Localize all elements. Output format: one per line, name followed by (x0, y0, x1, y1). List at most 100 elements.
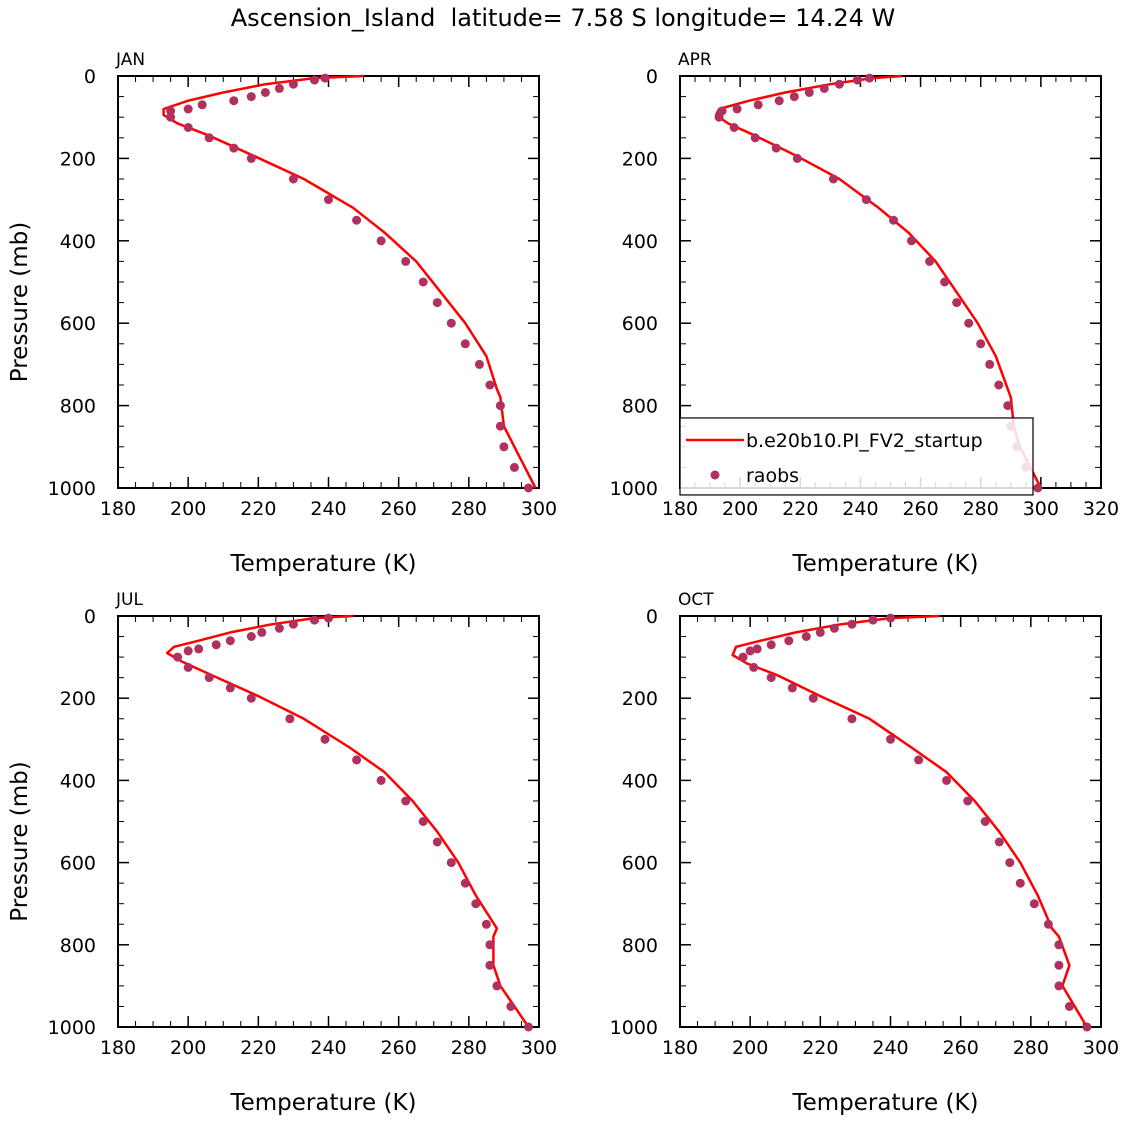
raobs-point (183, 104, 193, 114)
raobs-point (1033, 483, 1043, 493)
raobs-point (732, 104, 742, 114)
x-tick-label: 200 (170, 1037, 206, 1059)
raobs-point (907, 236, 916, 246)
panel-apr: 180 200 220 240 260 280 300 320 0 200 400 600 800 100… (610, 50, 1119, 577)
raobs-point (819, 83, 829, 93)
raobs-point (288, 79, 298, 89)
raobs-point (976, 339, 986, 349)
raobs-point (1054, 940, 1064, 950)
y-tick-label: 0 (646, 66, 658, 88)
raobs-point (847, 619, 857, 629)
raobs-point (925, 256, 935, 266)
y-tick-label: 200 (622, 148, 658, 170)
raobs-point (952, 298, 962, 308)
panel-oct: 180 200 220 240 260 280 300 0 200 400 600 800 1000 OC… (610, 590, 1119, 1116)
y-tick-label: 400 (622, 770, 658, 792)
y-tick-label: 600 (60, 313, 96, 335)
panel-label: OCT (678, 590, 714, 610)
raobs-point (889, 215, 898, 225)
raobs-point (197, 100, 207, 110)
x-tick-label: 300 (521, 498, 557, 520)
model-line (162, 74, 537, 489)
x-tick-label: 200 (170, 498, 206, 520)
y-tick-label: 200 (60, 688, 96, 710)
panel-label: APR (678, 50, 712, 70)
raobs-point (1005, 858, 1015, 868)
x-tick-label: 280 (451, 1037, 487, 1059)
raobs-point (792, 153, 802, 163)
raobs-point (506, 1002, 516, 1011)
raobs-point (376, 775, 386, 785)
raobs-point (352, 755, 362, 765)
raobs-point (524, 483, 533, 493)
x-tick-label: 260 (381, 498, 417, 520)
x-tick-label: 240 (842, 498, 878, 520)
raobs-point (942, 775, 952, 785)
raobs-point (963, 796, 973, 806)
raobs-point (745, 646, 755, 656)
plot-frame (679, 615, 1102, 1028)
raobs-point (246, 92, 256, 102)
raobs-point (828, 174, 838, 184)
raobs-point (509, 462, 519, 472)
raobs-point (886, 734, 895, 744)
raobs-point (257, 627, 267, 637)
x-tick-label: 260 (943, 1037, 979, 1059)
raobs-point (288, 174, 298, 184)
model-line (731, 614, 1089, 1028)
raobs-point (766, 673, 776, 683)
raobs-point (183, 662, 193, 672)
raobs-point (204, 673, 214, 683)
y-tick-label: 1000 (610, 1017, 658, 1039)
x-tick-label: 220 (802, 1037, 838, 1059)
panel-jul: 180 200 220 240 260 280 300 0 200 400 600 800 1000 JU… (7, 590, 557, 1116)
raobs-point (789, 92, 799, 102)
raobs-point (980, 817, 990, 826)
panel-label: JUL (115, 590, 143, 610)
x-axis-label: Temperature (K) (791, 551, 978, 577)
raobs-point (829, 623, 839, 633)
x-tick-label: 280 (963, 498, 999, 520)
x-tick-label: 180 (100, 498, 136, 520)
raobs-point (861, 195, 871, 205)
raobs-point (173, 652, 183, 662)
x-tick-label: 260 (902, 498, 938, 520)
raobs-point (471, 899, 481, 909)
y-tick-label: 0 (646, 606, 658, 628)
raobs-point (499, 442, 509, 452)
raobs-point (804, 88, 814, 97)
plot-frame (117, 615, 540, 1028)
model-line (714, 74, 1043, 489)
raobs-point (481, 919, 491, 929)
y-tick-label: 600 (622, 313, 658, 335)
raobs-point (865, 73, 874, 83)
x-tick-label: 220 (782, 498, 818, 520)
raobs-point (246, 632, 256, 641)
raobs-point (401, 256, 411, 266)
legend-box (679, 417, 1034, 496)
raobs-point (774, 96, 784, 106)
raobs-point (801, 632, 811, 641)
raobs-point (229, 96, 239, 106)
raobs-point (352, 215, 362, 225)
raobs-point (1043, 919, 1053, 929)
raobs-point (886, 613, 895, 623)
raobs-point (1015, 878, 1025, 888)
raobs-point (310, 75, 319, 85)
y-tick-label: 1000 (610, 478, 658, 500)
raobs-point (324, 195, 333, 205)
raobs-point (495, 401, 505, 411)
y-tick-label: 0 (84, 606, 96, 628)
raobs-point (940, 277, 950, 287)
raobs-point (183, 123, 193, 132)
y-tick-label: 400 (60, 770, 96, 792)
raobs-point (766, 640, 776, 650)
raobs-point (1054, 981, 1064, 991)
x-tick-label: 180 (662, 498, 698, 520)
y-tick-label: 600 (60, 853, 96, 875)
raobs-point (418, 277, 428, 287)
raobs-point (324, 613, 333, 623)
legend-label-model: b.e20b10.PI_FV2_startup (746, 430, 983, 452)
raobs-point (994, 837, 1004, 847)
